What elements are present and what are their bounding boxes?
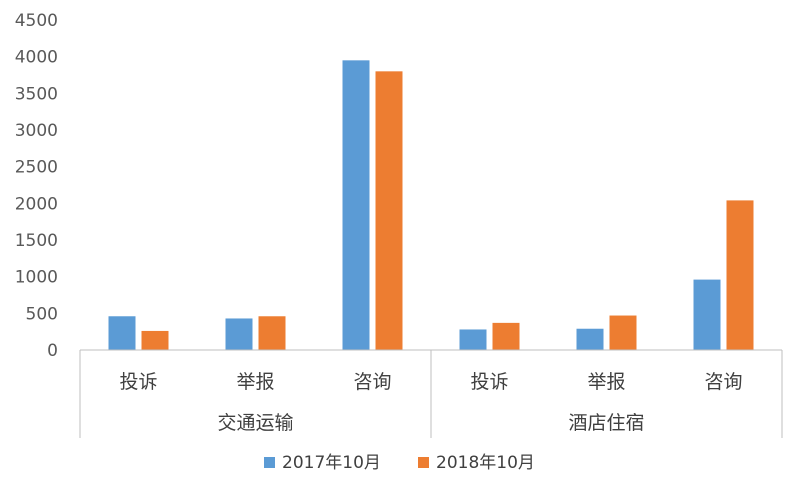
category-label: 咨询 <box>704 371 742 393</box>
y-tick-label: 2000 <box>15 194 58 214</box>
category-label: 举报 <box>587 371 625 393</box>
bar-series-1 <box>342 60 370 350</box>
legend-swatch <box>264 457 275 468</box>
axes <box>79 349 783 438</box>
legend-swatch <box>418 457 429 468</box>
y-tick-label: 0 <box>47 341 58 361</box>
y-tick-label: 3500 <box>15 84 58 104</box>
group-label: 酒店住宿 <box>568 412 644 434</box>
y-tick-label: 3000 <box>15 121 58 141</box>
legend: 2017年10月 2018年10月 <box>264 453 535 473</box>
group-label: 交通运输 <box>217 412 293 434</box>
category-label: 咨询 <box>353 371 391 393</box>
bar-series-2 <box>258 316 286 350</box>
bar-series-1 <box>459 329 487 350</box>
y-tick-label: 500 <box>26 304 58 324</box>
legend-label: 2018年10月 <box>436 453 535 473</box>
bar-series-1 <box>576 328 604 350</box>
y-tick-label: 2500 <box>15 158 58 178</box>
legend-label: 2017年10月 <box>282 453 381 473</box>
bar-series-1 <box>108 316 136 350</box>
category-label: 投诉 <box>470 371 508 393</box>
bar-series-1 <box>693 279 721 350</box>
bar-series-2 <box>141 330 169 350</box>
bar-series-2 <box>492 322 520 350</box>
bars <box>108 60 754 350</box>
bar-series-1 <box>225 318 253 350</box>
y-tick-label: 4000 <box>15 48 58 68</box>
category-label: 举报 <box>236 371 274 393</box>
bar-series-2 <box>375 71 403 350</box>
category-label: 投诉 <box>119 371 157 393</box>
y-tick-label: 1000 <box>15 268 58 288</box>
y-axis-ticks: 0 500 1000 1500 2000 2500 3000 3500 4000 4500 <box>15 11 58 361</box>
bar-series-2 <box>726 200 754 350</box>
y-tick-label: 1500 <box>15 231 58 251</box>
y-tick-label: 4500 <box>15 11 58 31</box>
bar-series-2 <box>609 315 637 350</box>
